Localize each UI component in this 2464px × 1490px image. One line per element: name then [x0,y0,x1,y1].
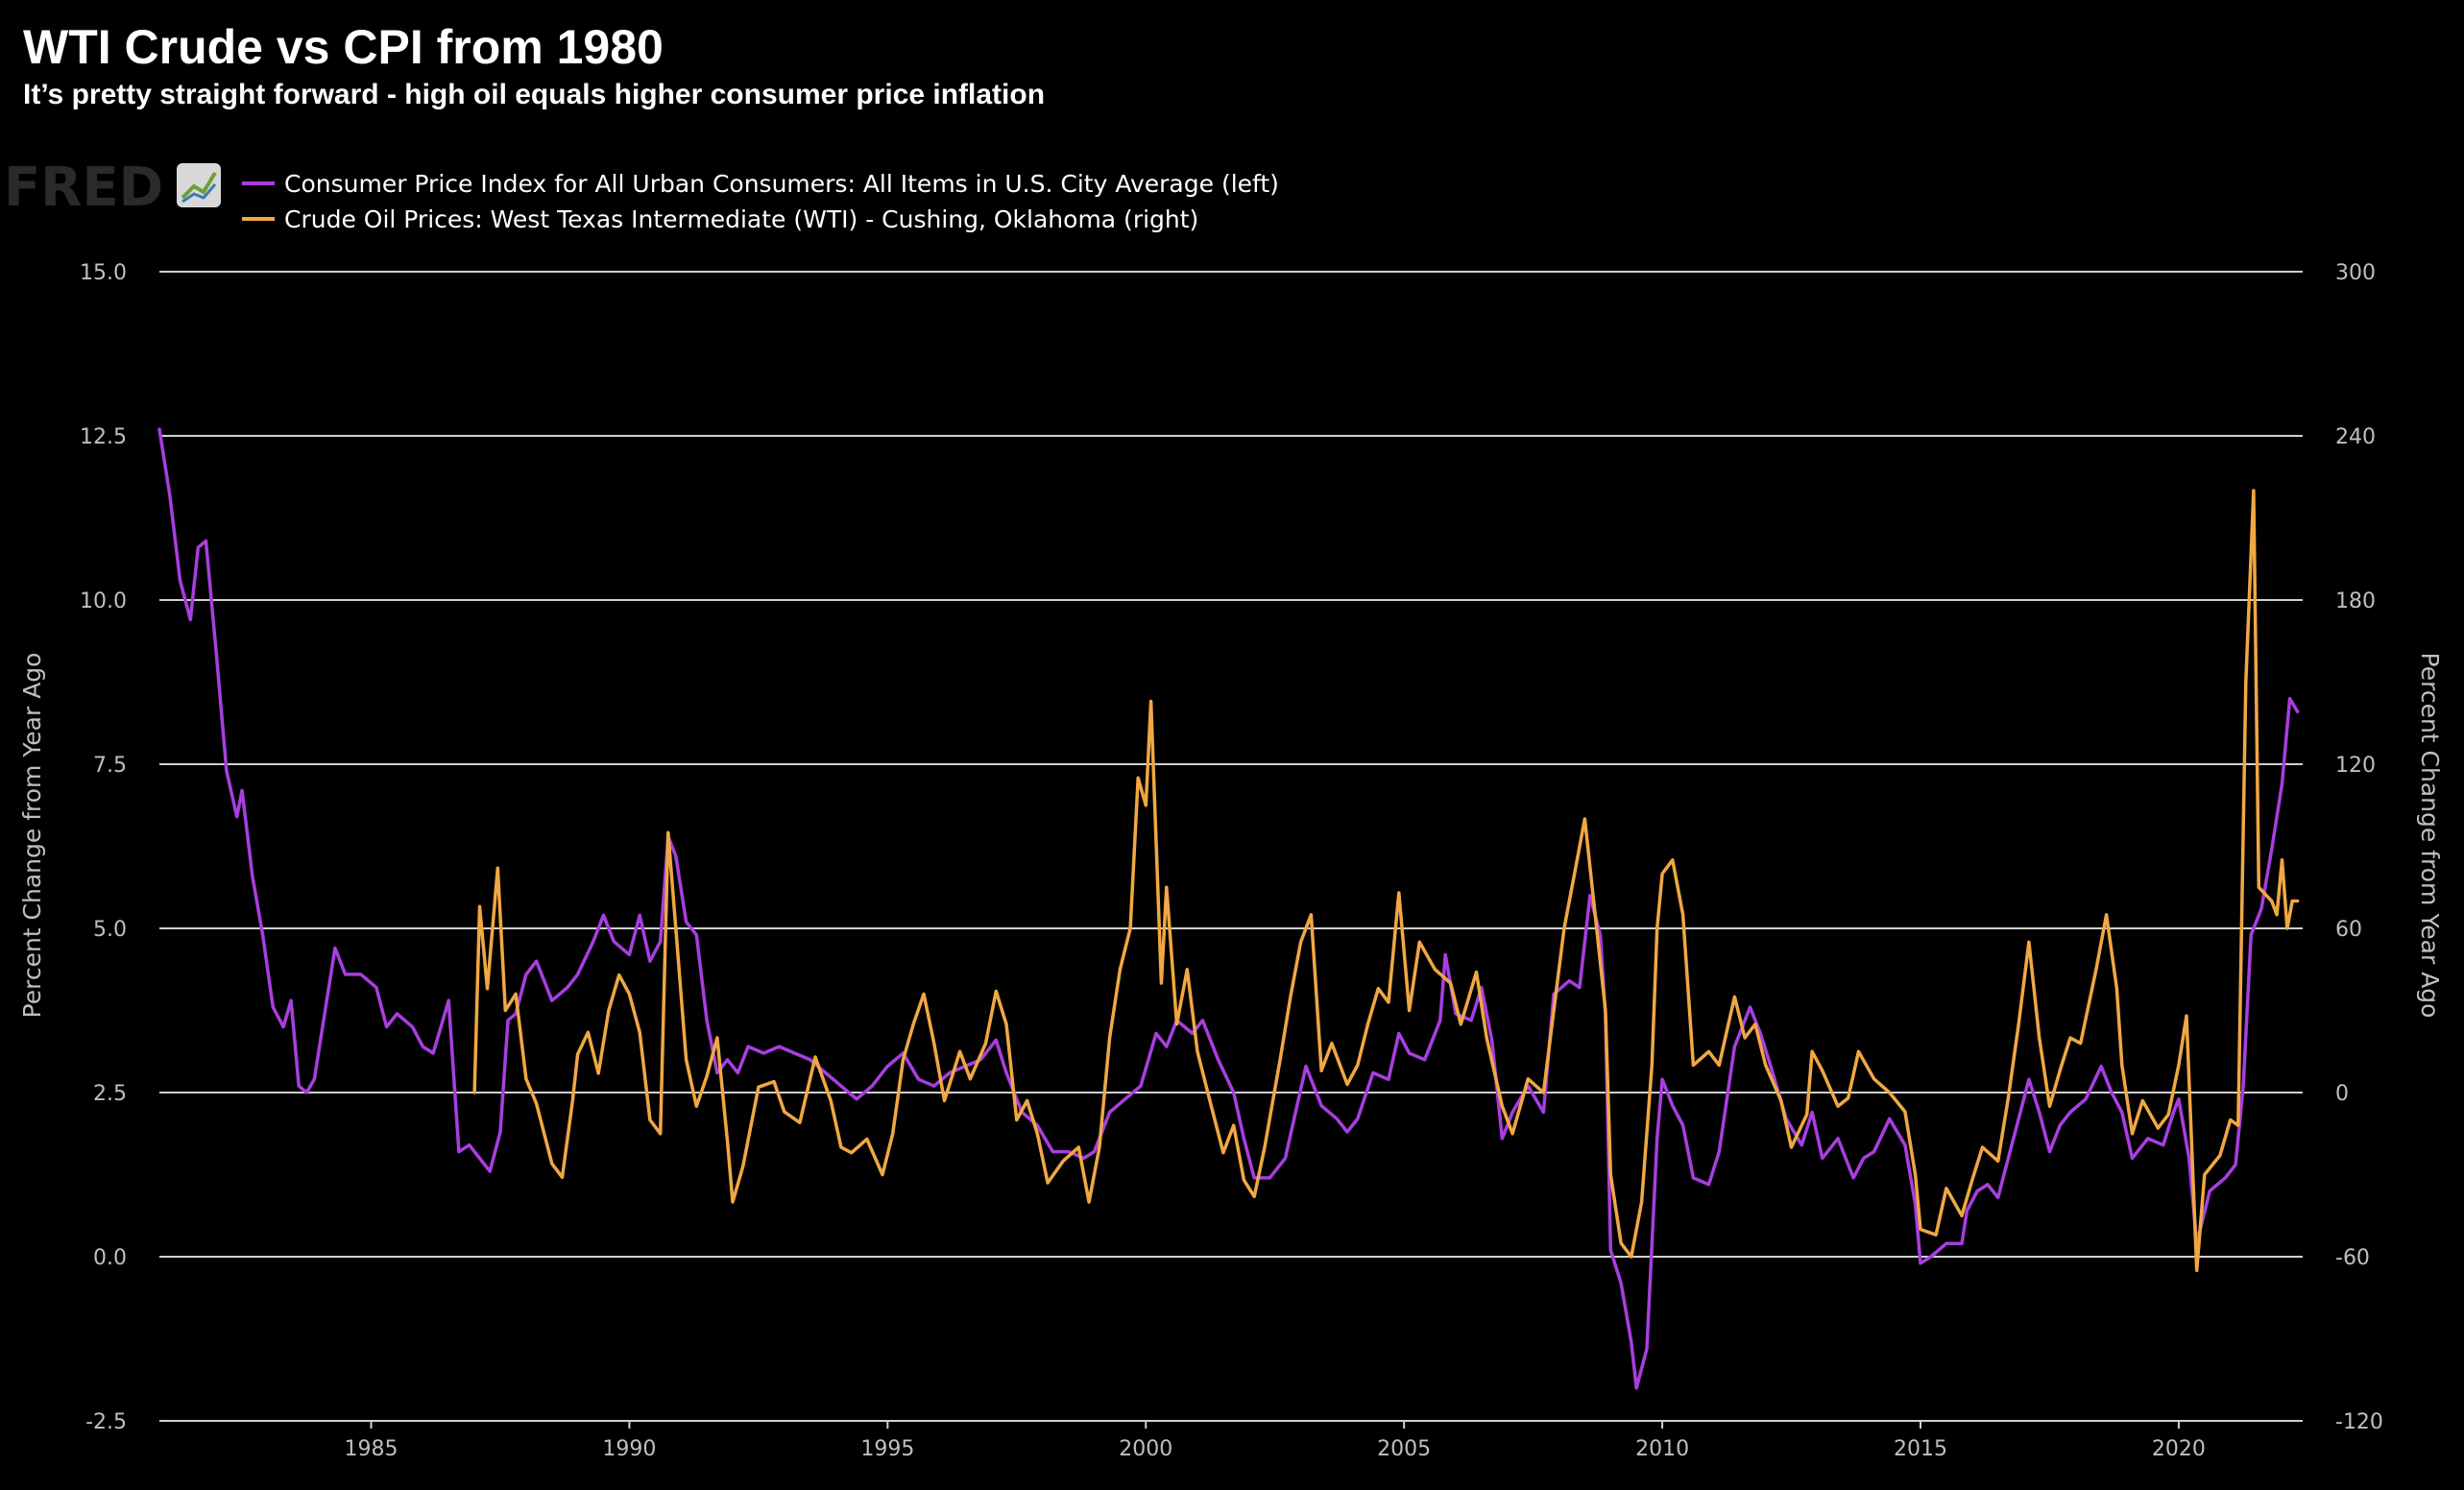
x-tick-label: 2000 [1119,1437,1172,1461]
left-axis-title: Percent Change from Year Ago [18,653,46,1019]
legend-label-wti: Crude Oil Prices: West Texas Intermediat… [284,205,1198,233]
x-axis: 1985 1990 1995 2000 2005 2010 2015 2020 [159,1420,2303,1461]
series-lines [157,427,2300,1390]
right-tick-label: 60 [2335,918,2362,942]
left-tick-label: 5.0 [93,918,127,942]
left-tick-label: 15.0 [80,261,127,285]
fred-logo: FRED [4,156,221,219]
x-tick-label: 1995 [860,1437,914,1461]
x-tick-label: 2005 [1377,1437,1431,1461]
chart-subtitle: It’s pretty straight forward - high oil … [23,79,1046,110]
cpi-series-line [157,427,2300,1390]
x-tick-label: 1990 [602,1437,656,1461]
right-tick-label: -120 [2335,1410,2383,1434]
line-chart-icon [177,163,221,207]
fred-logo-text: FRED [4,156,163,219]
right-axis-title: Percent Change from Year Ago [2416,653,2444,1019]
right-tick-label: 120 [2335,754,2376,778]
legend-item-wti[interactable]: Crude Oil Prices: West Texas Intermediat… [242,205,1198,233]
gridlines [159,271,2303,1422]
left-tick-label: 7.5 [93,754,127,778]
legend-item-cpi[interactable]: Consumer Price Index for All Urban Consu… [242,170,1279,198]
x-tick-label: 2020 [2152,1437,2206,1461]
right-tick-label: 300 [2335,261,2376,285]
right-tick-label: 0 [2335,1082,2349,1106]
right-tick-label: -60 [2335,1246,2370,1270]
x-tick-label: 2010 [1635,1437,1689,1461]
x-tick-label: 2015 [1894,1437,1947,1461]
left-tick-label: 2.5 [93,1082,127,1106]
legend: Consumer Price Index for All Urban Consu… [242,170,1279,233]
x-tick-label: 1985 [345,1437,399,1461]
legend-label-cpi: Consumer Price Index for All Urban Consu… [284,170,1279,198]
right-y-axis: -120 -60 0 60 120 180 240 300 [2335,261,2383,1434]
left-y-axis: -2.5 0.0 2.5 5.0 7.5 10.0 12.5 15.0 [80,261,127,1434]
wti-series-line [472,489,2300,1273]
left-tick-label: 12.5 [80,425,127,449]
chart-title: WTI Crude vs CPI from 1980 [23,20,664,74]
right-tick-label: 240 [2335,425,2376,449]
left-tick-label: -2.5 [85,1410,127,1434]
left-tick-label: 10.0 [80,589,127,613]
left-tick-label: 0.0 [93,1246,127,1270]
right-tick-label: 180 [2335,589,2376,613]
